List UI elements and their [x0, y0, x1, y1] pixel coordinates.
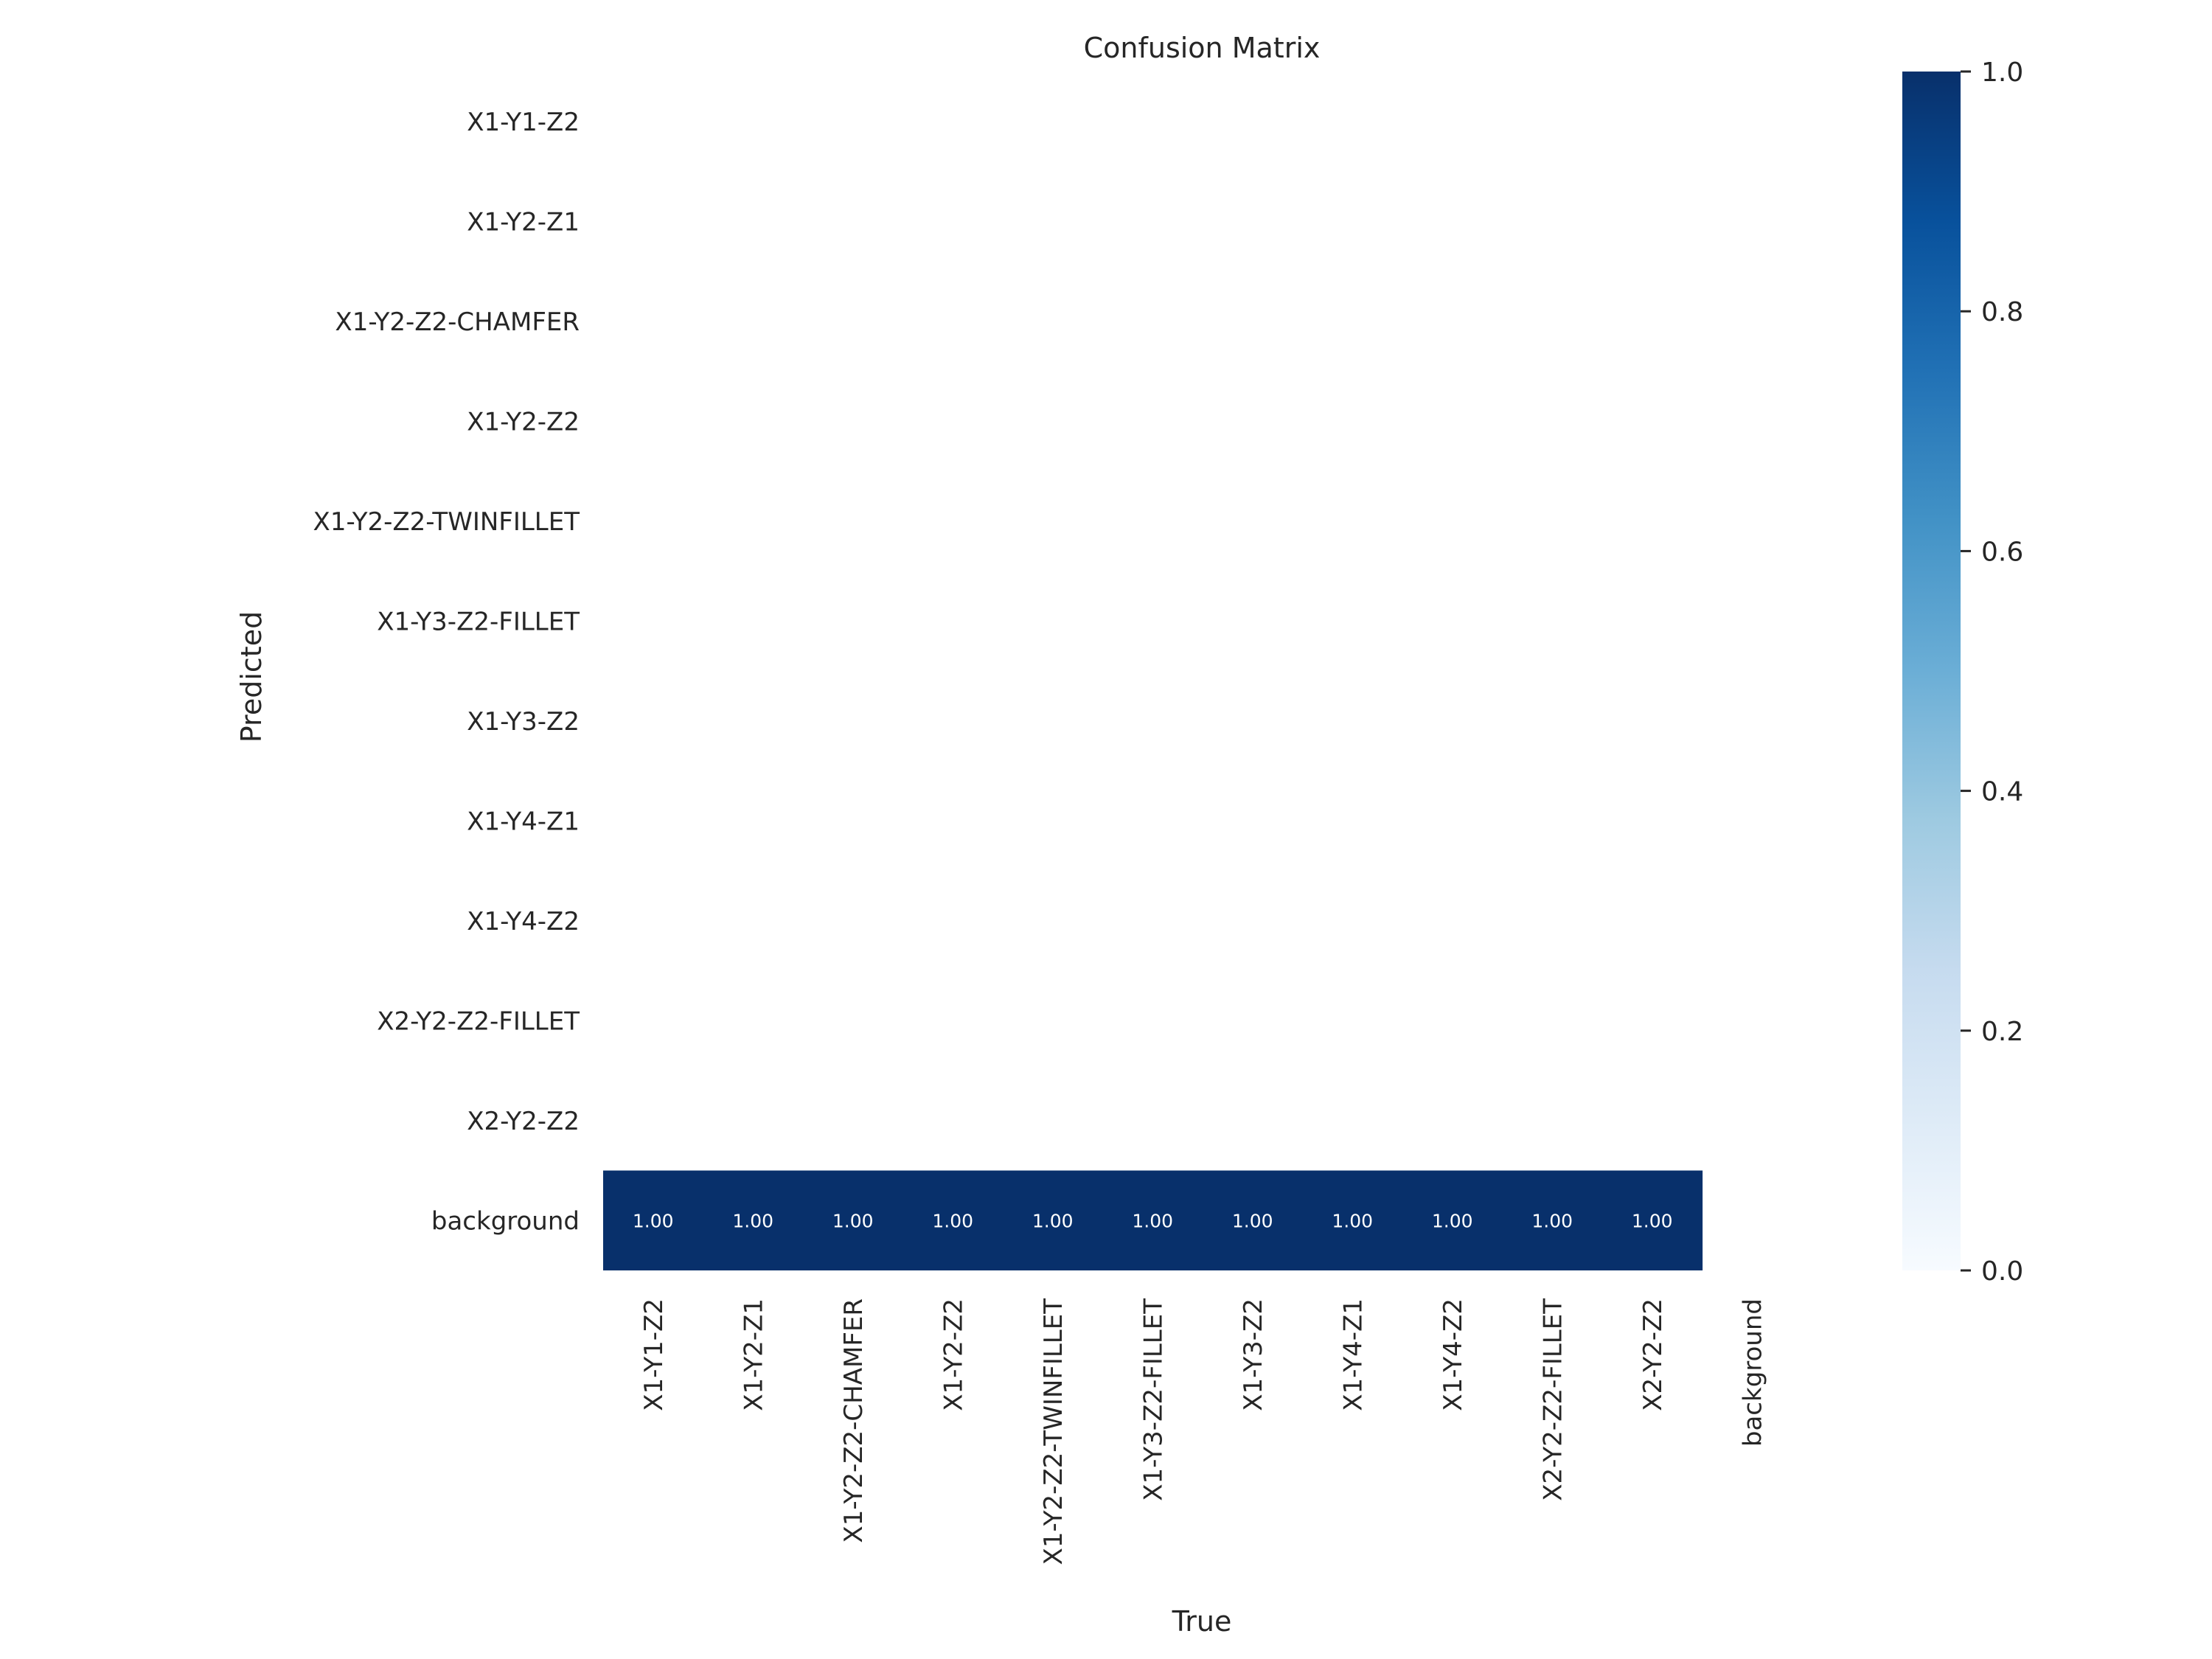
x-tick-label: X1-Y3-Z2-FILLET: [1138, 1298, 1168, 1501]
y-tick-label: X1-Y1-Z2: [467, 108, 580, 137]
cell-value-label: 1.00: [1632, 1210, 1673, 1231]
colorbar-tick-label: 0.8: [1981, 297, 2023, 327]
y-tick-labels: X1-Y1-Z2 X1-Y2-Z1 X1-Y2-Z2-CHAMFER X1-Y2-Z2…: [313, 108, 580, 1237]
heatmap-cell: [1003, 1170, 1104, 1270]
cell-value-label: 1.00: [1132, 1210, 1173, 1231]
colorbar-tick-label: 0.4: [1981, 777, 2023, 807]
colorbar-gradient: [1902, 72, 1961, 1270]
y-tick-label: X1-Y4-Z2: [467, 907, 580, 936]
y-tick-label: X1-Y3-Z2: [467, 707, 580, 737]
y-tick-label: X2-Y2-Z2: [467, 1107, 580, 1136]
y-tick-label: X1-Y2-Z1: [467, 207, 580, 237]
x-tick-label: X1-Y4-Z2: [1439, 1298, 1468, 1411]
heatmap-cell: [1302, 1170, 1403, 1270]
chart-title: Confusion Matrix: [1084, 32, 1321, 64]
cell-value-label: 1.00: [1232, 1210, 1273, 1231]
heatmap-cell: [1502, 1170, 1603, 1270]
cell-value-label: 1.00: [1032, 1210, 1074, 1231]
x-tick-label: X1-Y1-Z2: [639, 1298, 669, 1411]
y-tick-label: X2-Y2-Z2-FILLET: [377, 1006, 580, 1036]
y-tick-label: background: [431, 1206, 580, 1236]
colorbar-tick-label: 0.2: [1981, 1017, 2023, 1047]
heatmap-cell: [902, 1170, 1004, 1270]
x-tick-label: X1-Y2-Z2: [939, 1298, 968, 1411]
cell-value-label: 1.00: [732, 1210, 773, 1231]
y-tick-label: X1-Y2-Z2: [467, 407, 580, 437]
heatmap-cell: [803, 1170, 904, 1270]
cell-value-label: 1.00: [932, 1210, 973, 1231]
cell-value-label: 1.00: [832, 1210, 874, 1231]
heatmap-cell: [1402, 1170, 1503, 1270]
colorbar-tick-label: 0.0: [1981, 1256, 2023, 1287]
x-tick-label: X1-Y2-Z2-TWINFILLET: [1039, 1298, 1068, 1565]
y-axis-label: Predicted: [235, 611, 268, 742]
x-tick-label: X1-Y2-Z2-CHAMFER: [839, 1298, 869, 1543]
cell-value-label: 1.00: [1332, 1210, 1373, 1231]
y-tick-label: X1-Y4-Z1: [467, 807, 580, 836]
y-tick-label: X1-Y2-Z2-CHAMFER: [335, 307, 580, 337]
heatmap-cell: [703, 1170, 804, 1270]
cell-value-label: 1.00: [633, 1210, 674, 1231]
x-tick-label: X2-Y2-Z2-FILLET: [1538, 1298, 1568, 1501]
colorbar-tick-label: 1.0: [1981, 58, 2023, 88]
x-tick-label: X1-Y3-Z2: [1239, 1298, 1268, 1411]
x-tick-label: X2-Y2-Z2: [1638, 1298, 1668, 1411]
heatmap-cells: 1.00 1.00 1.00 1.00 1.00 1.00 1.00 1.00 1.00 1.00…: [603, 1170, 1703, 1270]
colorbar-tick-label: 0.6: [1981, 537, 2023, 567]
x-tick-label: X1-Y2-Z1: [739, 1298, 768, 1411]
x-tick-label: X1-Y4-Z1: [1338, 1298, 1368, 1411]
heatmap-cell: [1203, 1170, 1304, 1270]
y-tick-label: X1-Y3-Z2-FILLET: [377, 607, 580, 636]
cell-value-label: 1.00: [1432, 1210, 1473, 1231]
heatmap-cell: [603, 1170, 704, 1270]
x-tick-label: background: [1738, 1298, 1767, 1447]
heatmap-cell: [1102, 1170, 1203, 1270]
colorbar: 0.0 0.2 0.4 0.6 0.8 1.0: [1902, 58, 2023, 1287]
y-tick-label: X1-Y2-Z2-TWINFILLET: [313, 507, 580, 537]
heatmap-cell: [1602, 1170, 1703, 1270]
x-axis-label: True: [1172, 1605, 1232, 1638]
colorbar-ticks: 0.0 0.2 0.4 0.6 0.8 1.0: [1961, 58, 2023, 1287]
cell-value-label: 1.00: [1531, 1210, 1573, 1231]
x-tick-labels: X1-Y1-Z2 X1-Y2-Z1 X1-Y2-Z2-CHAMFER X1-Y2-Z2…: [639, 1298, 1768, 1565]
